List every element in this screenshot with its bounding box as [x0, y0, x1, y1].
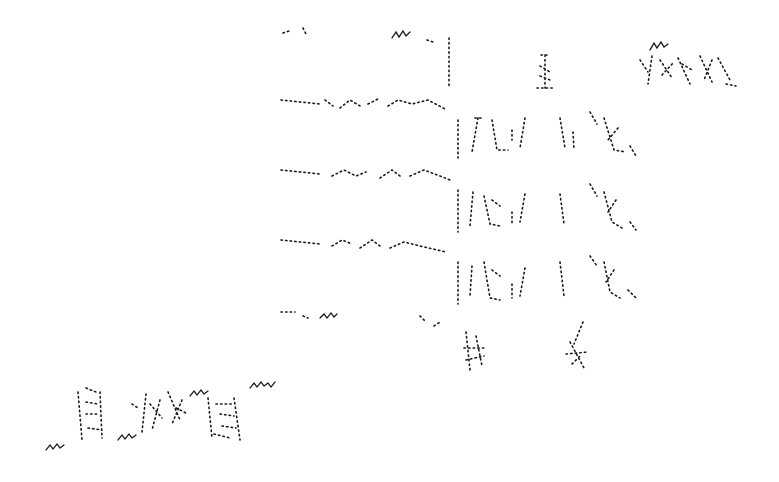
signature-glyph-1 — [77, 387, 103, 441]
signature-glyph-3 — [167, 391, 189, 425]
row2-left-strokes — [280, 169, 451, 181]
row1-glyph-a — [471, 117, 526, 153]
signature-squiggle-mid — [117, 432, 137, 441]
bottom-squiggle — [319, 311, 338, 320]
top-glyph-a — [536, 54, 554, 89]
header-tick-left — [282, 30, 290, 34]
bottom-glyph-b — [565, 321, 589, 369]
sketch-strokes — [45, 27, 737, 451]
row1-glyph-b — [559, 117, 575, 151]
row1-left-strokes — [280, 97, 448, 111]
bottom-ticks-mid — [419, 315, 441, 327]
header-tick-2 — [302, 27, 308, 37]
signature-squiggle-left — [45, 442, 65, 451]
row3-left-strokes — [280, 239, 447, 253]
signature-glyph-2 — [131, 393, 163, 433]
row3-glyph-c — [589, 255, 637, 299]
signature-glyph-4 — [207, 397, 241, 441]
signature-squiggle-right — [249, 380, 276, 389]
top-glyph-b — [639, 55, 737, 87]
row2-glyph-c — [589, 183, 637, 231]
bottom-ticks-left — [280, 311, 309, 319]
row3-glyph-a — [469, 261, 526, 301]
bottom-glyph-a — [463, 331, 487, 371]
row1-glyph-c — [589, 111, 637, 157]
row2-glyph-a — [469, 191, 526, 227]
header-tick-3 — [426, 39, 434, 43]
row2-glyph-b — [559, 193, 565, 225]
top-glyph-b-squiggle — [649, 40, 669, 51]
header-squiggle — [391, 29, 411, 39]
signature-squiggle-top — [189, 388, 209, 397]
row3-glyph-b — [559, 261, 565, 297]
